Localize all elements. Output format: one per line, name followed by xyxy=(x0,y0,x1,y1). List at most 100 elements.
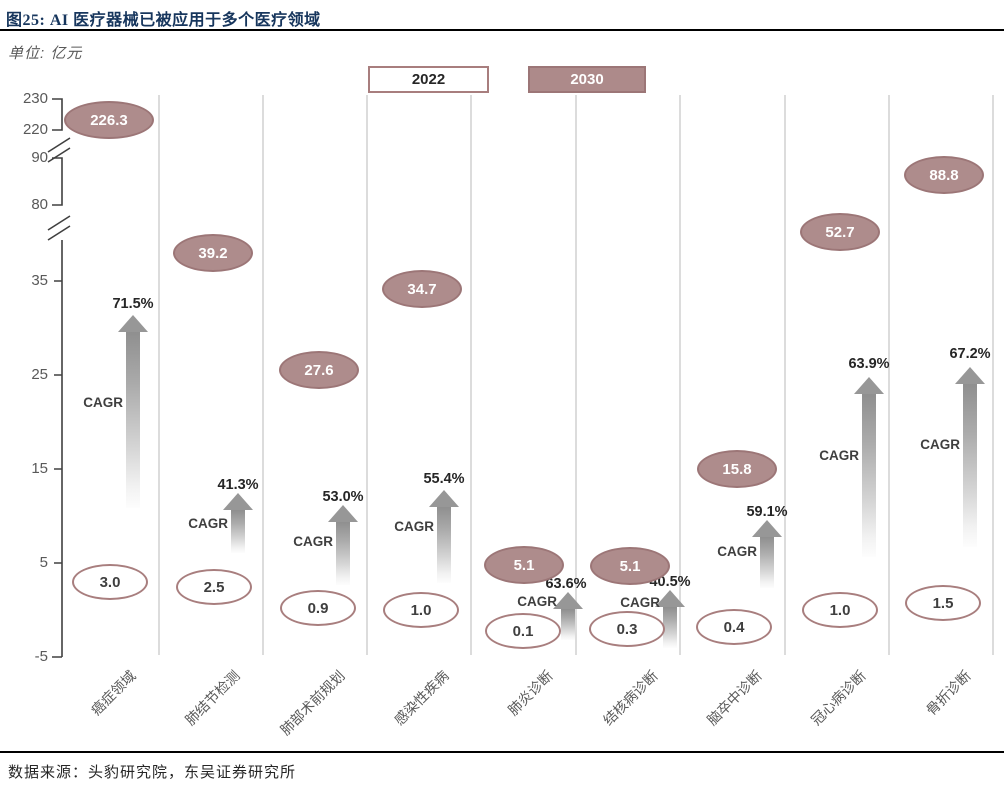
arrow-head-icon xyxy=(223,493,253,510)
bubble-2030: 39.2 xyxy=(173,234,253,272)
cagr-value: 53.0% xyxy=(322,489,364,505)
value-2030: 15.8 xyxy=(722,460,752,478)
y-tick: 25 xyxy=(31,366,48,383)
y-tick: 230 xyxy=(22,90,48,107)
cagr-arrow xyxy=(854,377,884,557)
arrow-shaft xyxy=(561,609,575,640)
cagr-word: CAGR xyxy=(394,519,434,534)
y-tick: 35 xyxy=(31,272,48,289)
header-divider xyxy=(0,29,1004,31)
category-label: 冠心病诊断 xyxy=(807,667,869,729)
cagr-value: 63.6% xyxy=(545,576,587,592)
bubble-2030: 52.7 xyxy=(800,213,880,251)
gridline xyxy=(992,95,994,655)
oval-2022: 0.3 xyxy=(589,611,665,647)
cagr-value: 55.4% xyxy=(423,471,465,487)
gridline xyxy=(366,95,368,655)
arrow-shaft xyxy=(963,384,977,547)
cagr-word: CAGR xyxy=(188,516,228,531)
figure-title: 图25: AI 医疗器械已被应用于多个医疗领域 xyxy=(6,12,321,29)
oval-2022: 0.9 xyxy=(280,590,356,626)
arrow-head-icon xyxy=(429,490,459,507)
cagr-value: 67.2% xyxy=(949,346,991,362)
cagr-word: CAGR xyxy=(819,448,859,463)
arrow-head-icon xyxy=(655,590,685,607)
bubble-2030: 226.3 xyxy=(64,101,154,139)
arrow-shaft xyxy=(862,394,876,557)
oval-2022: 2.5 xyxy=(176,569,252,605)
cagr-word: CAGR xyxy=(517,594,557,609)
arrow-shaft xyxy=(126,332,140,508)
bubble-2030: 34.7 xyxy=(382,270,462,308)
value-2022: 3.0 xyxy=(99,573,121,591)
cagr-word: CAGR xyxy=(920,437,960,452)
arrow-head-icon xyxy=(752,520,782,537)
legend-2022: 2022 xyxy=(368,66,489,93)
oval-2022: 1.5 xyxy=(905,585,981,621)
cagr-word: CAGR xyxy=(293,534,333,549)
cagr-word: CAGR xyxy=(83,395,123,410)
cagr-arrow xyxy=(328,505,358,585)
cagr-value: 59.1% xyxy=(746,504,788,520)
oval-2022: 0.4 xyxy=(696,609,772,645)
value-2030: 39.2 xyxy=(198,244,228,262)
gridline xyxy=(575,95,577,655)
cagr-value: 71.5% xyxy=(112,296,154,312)
y-tick: 5 xyxy=(39,554,48,571)
arrow-shaft xyxy=(760,537,774,588)
cagr-arrow xyxy=(223,493,253,553)
category-label: 骨折诊断 xyxy=(922,667,974,719)
category-label: 肺炎诊断 xyxy=(504,667,556,719)
value-2030: 88.8 xyxy=(929,166,959,184)
y-tick: 90 xyxy=(31,149,48,166)
value-2022: 1.5 xyxy=(932,594,954,612)
cagr-arrow xyxy=(118,315,148,508)
cagr-value: 41.3% xyxy=(217,477,259,493)
value-2030: 34.7 xyxy=(407,280,437,298)
arrow-shaft xyxy=(336,522,350,585)
legend-2030: 2030 xyxy=(528,66,646,93)
cagr-arrow xyxy=(655,590,685,648)
arrow-head-icon xyxy=(328,505,358,522)
value-2022: 1.0 xyxy=(410,601,432,619)
footer-divider xyxy=(0,751,1004,753)
cagr-value: 63.9% xyxy=(848,356,890,372)
arrow-shaft xyxy=(231,510,245,553)
y-tick: 15 xyxy=(31,460,48,477)
value-2030: 5.1 xyxy=(513,556,535,574)
y-axis xyxy=(47,98,71,658)
arrow-head-icon xyxy=(118,315,148,332)
arrow-head-icon xyxy=(854,377,884,394)
gridline xyxy=(470,95,472,655)
arrow-head-icon xyxy=(553,592,583,609)
value-2022: 0.1 xyxy=(512,622,534,640)
y-tick: -5 xyxy=(34,648,48,665)
cagr-arrow xyxy=(955,367,985,547)
bubble-2030: 88.8 xyxy=(904,156,984,194)
cagr-arrow xyxy=(429,490,459,583)
unit-label: 单位: 亿元 xyxy=(8,45,83,62)
gridline xyxy=(784,95,786,655)
bubble-2030: 5.1 xyxy=(590,547,670,585)
value-2030: 226.3 xyxy=(90,111,128,129)
gridline xyxy=(262,95,264,655)
gridline xyxy=(888,95,890,655)
y-tick: 220 xyxy=(22,121,48,138)
value-2030: 52.7 xyxy=(825,223,855,241)
value-2022: 0.3 xyxy=(616,620,638,638)
oval-2022: 3.0 xyxy=(72,564,148,600)
value-2030: 27.6 xyxy=(304,361,334,379)
oval-2022: 1.0 xyxy=(802,592,878,628)
arrow-shaft xyxy=(437,507,451,583)
value-2022: 2.5 xyxy=(203,578,225,596)
oval-2022: 0.1 xyxy=(485,613,561,649)
y-tick: 80 xyxy=(31,196,48,213)
cagr-word: CAGR xyxy=(717,544,757,559)
value-2022: 0.4 xyxy=(723,618,745,636)
arrow-shaft xyxy=(663,607,677,648)
cagr-word: CAGR xyxy=(620,595,660,610)
gridline xyxy=(158,95,160,655)
value-2030: 5.1 xyxy=(619,557,641,575)
value-2022: 0.9 xyxy=(307,599,329,617)
